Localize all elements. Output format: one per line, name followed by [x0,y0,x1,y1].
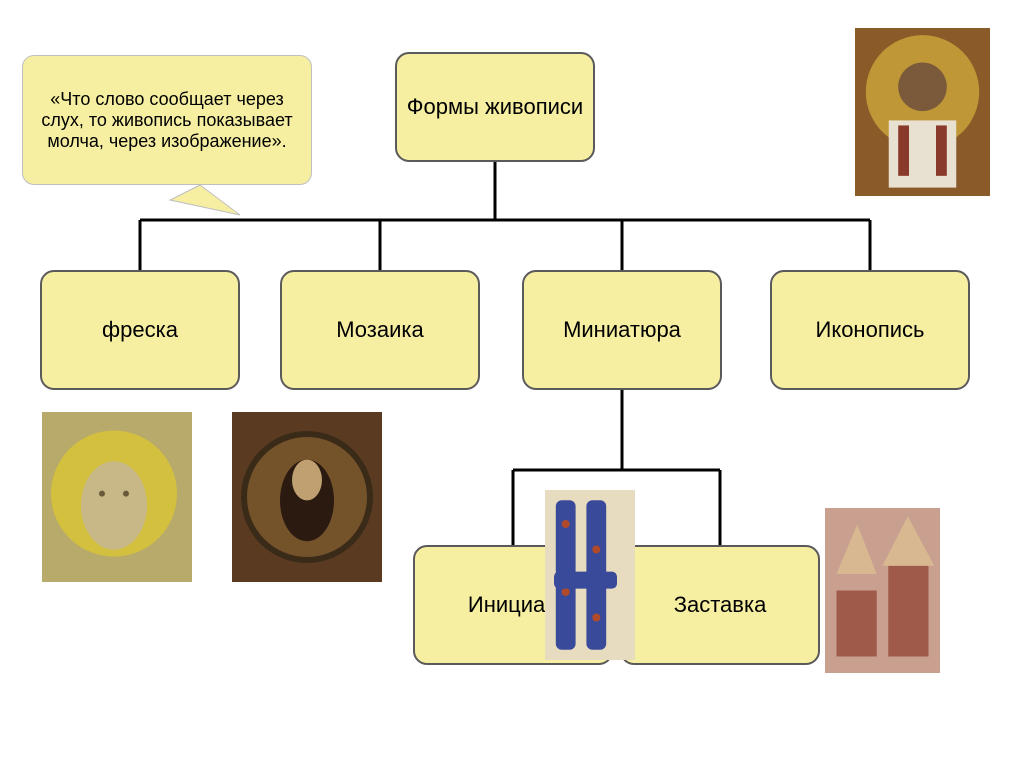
node-zastavka: Заставка [620,545,820,665]
quote-text: «Что слово сообщает через слух, то живоп… [35,89,299,152]
node-root: Формы живописи [395,52,595,162]
quote-callout: «Что слово сообщает через слух, то живоп… [22,55,312,185]
initial-image [545,490,635,660]
node-miniature: Миниатюра [522,270,722,390]
node-fresco: фреска [40,270,240,390]
node-mosaic-label: Мозаика [336,317,424,343]
node-mosaic: Мозаика [280,270,480,390]
mosaic-image [232,412,382,582]
node-zastavka-label: Заставка [674,592,767,618]
node-iconography-label: Иконопись [816,317,925,343]
node-root-label: Формы живописи [407,94,583,120]
node-miniature-label: Миниатюра [563,317,681,343]
zastavka-image [825,508,940,673]
node-iconography: Иконопись [770,270,970,390]
node-fresco-label: фреска [102,317,178,343]
icon-image [855,28,990,196]
fresco-image [42,412,192,582]
